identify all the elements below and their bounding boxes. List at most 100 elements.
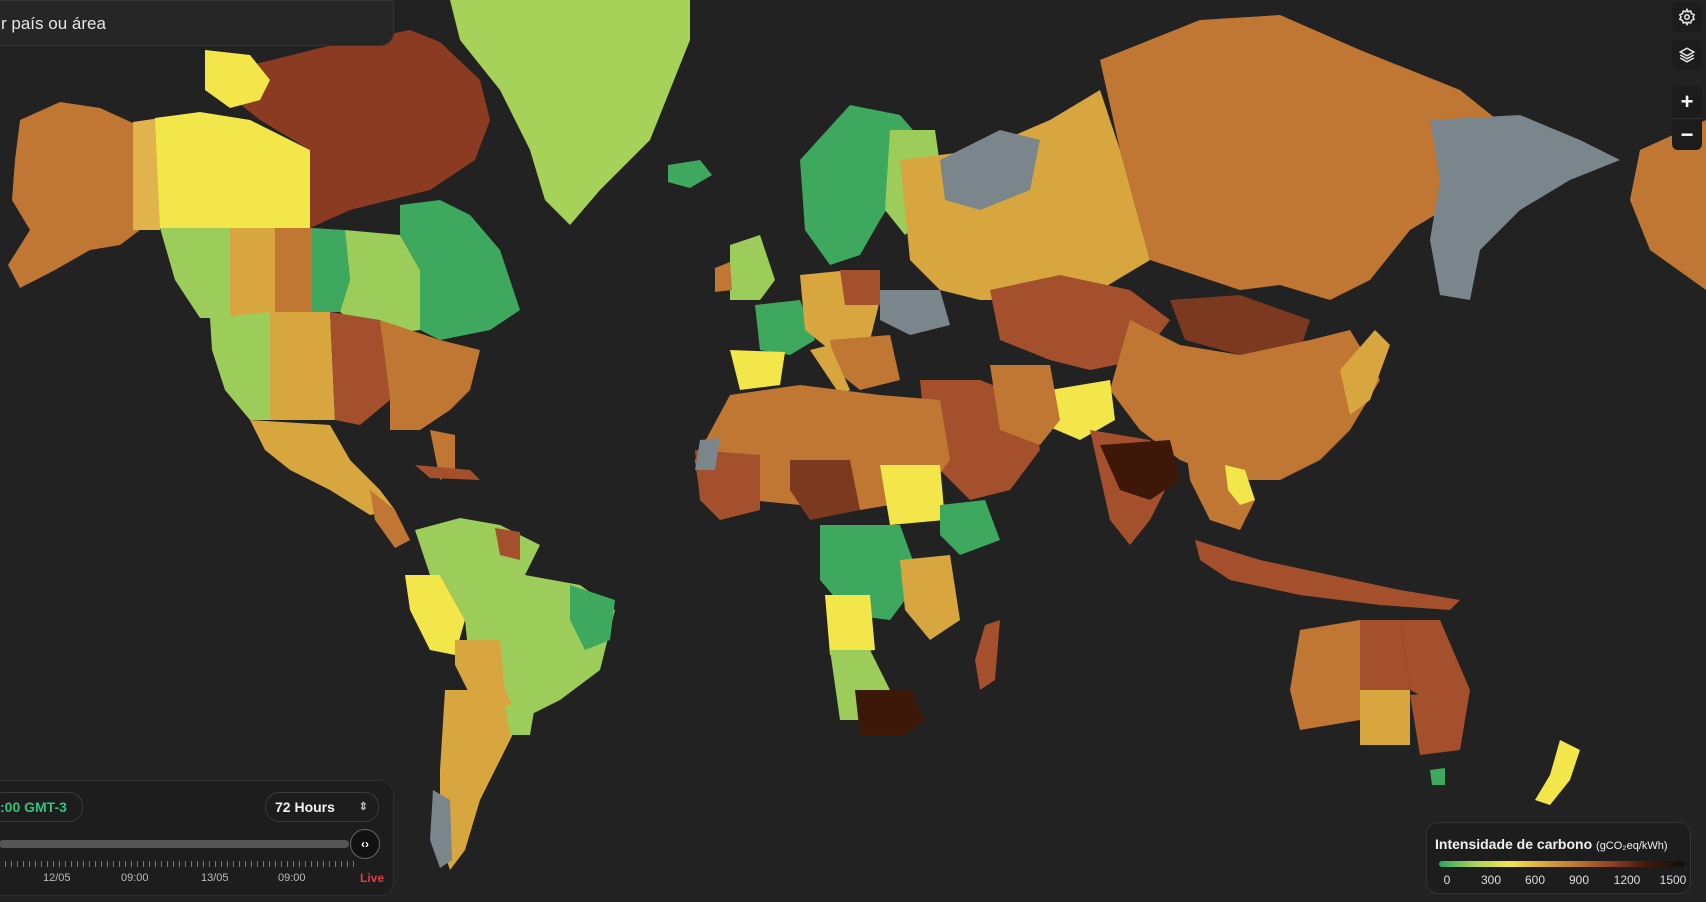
new-zealand-region[interactable] <box>1535 740 1580 805</box>
east-africa-region[interactable] <box>900 555 960 640</box>
legend-scale: 0 300 600 900 1200 1500 <box>1435 873 1691 887</box>
patagonia-region[interactable] <box>430 790 452 868</box>
tick-label: 12/05 <box>43 872 71 884</box>
time-range-select[interactable]: 72 Hours ⇕ <box>265 792 379 822</box>
legend-scale-label: 1500 <box>1659 873 1687 887</box>
us-west-region[interactable] <box>210 312 270 420</box>
europe[interactable] <box>715 105 950 395</box>
legend-title-text: Intensidade de carbono <box>1435 836 1593 852</box>
angola-region[interactable] <box>825 595 875 655</box>
china-region[interactable] <box>1110 320 1380 480</box>
legend-scale-label: 300 <box>1480 873 1502 887</box>
ontario-region[interactable] <box>340 230 420 335</box>
tasmania-region[interactable] <box>1430 768 1445 785</box>
layers-icon <box>1678 47 1696 63</box>
iran-region[interactable] <box>990 365 1060 445</box>
thailand-region[interactable] <box>1225 465 1255 505</box>
florida-region[interactable] <box>430 430 455 480</box>
northwest-territories-region[interactable] <box>155 112 310 228</box>
russia-east-region[interactable] <box>1100 15 1510 300</box>
sudan-region[interactable] <box>880 465 945 525</box>
timezone-pill[interactable]: :00 GMT-3 <box>0 792 83 822</box>
quebec-region[interactable] <box>400 200 520 340</box>
mexico-region[interactable] <box>250 420 395 515</box>
tick-label: 13/05 <box>201 872 229 884</box>
south-africa-region[interactable] <box>855 690 925 735</box>
peru-ecuador-region[interactable] <box>405 575 465 655</box>
central-america-region[interactable] <box>370 490 410 548</box>
manitoba-region[interactable] <box>312 228 350 312</box>
zoom-in-button[interactable]: + <box>1680 89 1694 114</box>
iceland-region[interactable] <box>668 160 712 188</box>
brazil-east-region[interactable] <box>570 585 615 650</box>
legend-unit: (gCO₂eq/kWh) <box>1596 840 1668 852</box>
japan-region[interactable] <box>1340 330 1390 415</box>
ethiopia-region[interactable] <box>940 500 1000 555</box>
search-bar[interactable]: r país ou área <box>0 0 394 46</box>
france-region[interactable] <box>755 300 815 355</box>
balkans-region[interactable] <box>830 335 900 390</box>
bc-region[interactable] <box>160 228 230 318</box>
timeline-ticks <box>0 861 359 867</box>
arctic-islands-region[interactable] <box>230 30 490 228</box>
zoom-out-button[interactable]: − <box>1672 118 1702 150</box>
western-sahara-region[interactable] <box>695 438 720 470</box>
timeline-handle[interactable]: ‹› <box>350 829 380 859</box>
western-australia-region[interactable] <box>1290 620 1360 730</box>
madagascar-region[interactable] <box>975 620 1000 690</box>
far-east-russia-region[interactable] <box>1430 115 1620 300</box>
afghanistan-region[interactable] <box>1045 380 1115 440</box>
ukraine-region[interactable] <box>880 290 950 335</box>
iberia-region[interactable] <box>730 350 785 390</box>
us-mountain-region[interactable] <box>270 312 335 420</box>
kola-region[interactable] <box>940 130 1040 210</box>
legend-title: Intensidade de carbono (gCO₂eq/kWh) <box>1435 836 1668 852</box>
layers-button[interactable] <box>1672 40 1702 70</box>
time-range-value: 72 Hours <box>275 799 335 815</box>
africa[interactable] <box>695 385 1000 735</box>
argentina-chile-region[interactable] <box>440 690 520 870</box>
poland-region[interactable] <box>840 270 880 305</box>
bolivia-region[interactable] <box>455 640 505 695</box>
greenland-region[interactable] <box>450 0 690 225</box>
us-east-region[interactable] <box>380 320 480 430</box>
us-central-region[interactable] <box>330 312 390 425</box>
gear-icon <box>1678 8 1696 26</box>
settings-button[interactable] <box>1672 2 1702 32</box>
legend-scale-label: 0 <box>1443 873 1451 887</box>
tick-label: 09:00 <box>278 872 306 884</box>
zoom-controls: + − <box>1672 86 1702 150</box>
sahel-region[interactable] <box>790 460 860 520</box>
india-north-region[interactable] <box>1100 440 1180 500</box>
russia-west-region[interactable] <box>900 90 1150 300</box>
yellow-island-region[interactable] <box>205 50 270 108</box>
east-extreme-region[interactable] <box>1630 120 1706 290</box>
alaska-region[interactable] <box>8 102 140 288</box>
yukon-bc-region[interactable] <box>133 118 160 230</box>
caribbean-region[interactable] <box>415 465 480 480</box>
uk-region[interactable] <box>730 235 775 300</box>
mongolia-region[interactable] <box>1170 295 1310 355</box>
queensland-region[interactable] <box>1400 620 1470 695</box>
colombia-venezuela-region[interactable] <box>415 518 540 580</box>
northern-territory-region[interactable] <box>1360 620 1410 690</box>
south-america[interactable] <box>405 518 615 870</box>
uruguay-region[interactable] <box>505 705 535 735</box>
north-america[interactable] <box>8 30 520 548</box>
legend-color-bar <box>1439 861 1685 867</box>
indonesia-region[interactable] <box>1195 540 1460 610</box>
guiana-region[interactable] <box>495 528 520 560</box>
alberta-region[interactable] <box>230 228 275 318</box>
south-australia-region[interactable] <box>1360 690 1410 745</box>
southeast-asia-region[interactable] <box>1185 440 1255 530</box>
legend-scale-label: 900 <box>1568 873 1590 887</box>
live-label[interactable]: Live <box>360 871 385 885</box>
saskatchewan-region[interactable] <box>275 228 312 312</box>
timeline-panel: :00 GMT-3 72 Hours ⇕ ‹› 12/05 09:00 13/0… <box>0 780 394 896</box>
ireland-region[interactable] <box>715 262 732 292</box>
search-placeholder: r país ou área <box>1 14 106 33</box>
nsw-victoria-region[interactable] <box>1410 690 1470 755</box>
timeline-track[interactable] <box>0 840 349 848</box>
italy-region[interactable] <box>810 345 850 395</box>
